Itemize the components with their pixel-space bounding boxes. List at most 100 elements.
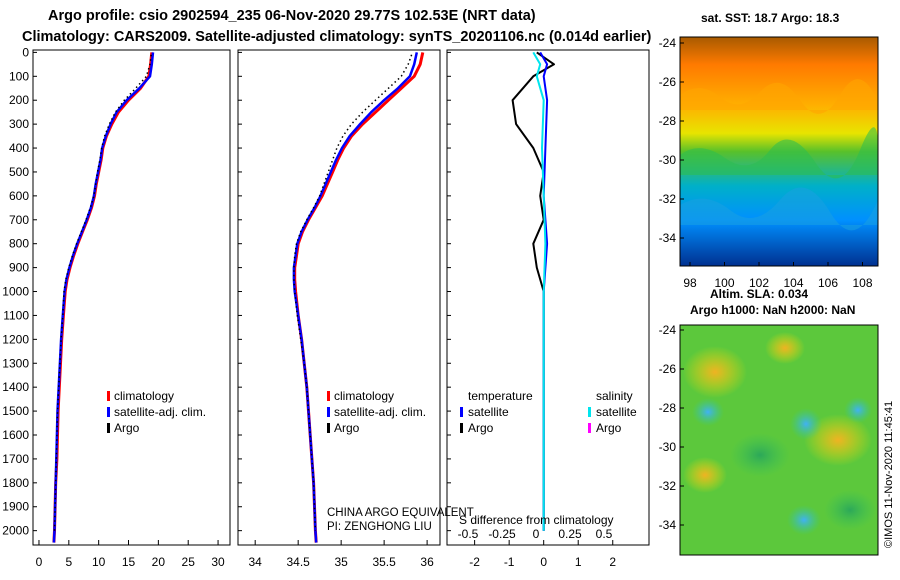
sst-mottle — [680, 79, 878, 114]
sla-lat-label: -26 — [659, 362, 677, 376]
legend-heading-salinity: salinity — [596, 389, 633, 403]
x-tick-label: 35 — [334, 555, 348, 569]
legend-swatch-climatology — [107, 391, 110, 401]
series-satellite-salinity — [532, 51, 547, 531]
sla-lat-label: -30 — [659, 440, 677, 454]
sst-map — [679, 36, 879, 267]
salinity-legend: climatology satellite-adj. clim. Argo — [327, 389, 426, 435]
sst-frame — [679, 36, 879, 267]
series-argo-temperature — [511, 51, 555, 531]
salinity-series — [292, 52, 425, 543]
s-diff-tick-label: -0.25 — [488, 527, 516, 541]
imos-watermark: ©IMOS 11-Nov-2020 11:45:41 — [883, 401, 895, 548]
depth-tick-label: 800 — [9, 237, 29, 251]
depth-tick-label: 900 — [9, 261, 29, 275]
depth-tick-label: 200 — [9, 93, 29, 107]
depth-tick-label: 600 — [9, 189, 29, 203]
legend-swatch-satellite — [107, 407, 110, 417]
legend-label-sal-satellite: satellite — [596, 405, 637, 419]
title-line-2: Climatology: CARS2009. Satellite-adjuste… — [22, 29, 652, 45]
salinity-panel-frame — [237, 49, 441, 546]
legend-heading-temperature: temperature — [468, 389, 533, 403]
depth-tick-label: 1600 — [2, 428, 29, 442]
depth-tick-label: 2000 — [2, 524, 29, 538]
depth-tick-label: 1400 — [2, 380, 29, 394]
sst-lon-label: 106 — [818, 276, 838, 290]
x-tick-label: 30 — [211, 555, 225, 569]
sst-lat-label: -34 — [659, 231, 677, 245]
sla-lat-label: -32 — [659, 479, 677, 493]
sla-anomaly — [692, 398, 724, 426]
sst-mottle — [680, 127, 879, 179]
x-tick-label: -1 — [504, 555, 515, 569]
legend-label-satellite: satellite-adj. clim. — [334, 405, 426, 419]
legend-swatch-temp-satellite — [460, 407, 463, 417]
legend-label-satellite: satellite-adj. clim. — [114, 405, 206, 419]
sla-anomaly — [844, 397, 872, 423]
depth-tick-label: 1800 — [2, 476, 29, 490]
x-tick-label: 34 — [249, 555, 263, 569]
legend-swatch-argo — [107, 423, 110, 433]
series-satellite-adj-clim- — [52, 52, 155, 543]
depth-tick-label: 500 — [9, 165, 29, 179]
sst-lon-label: 102 — [749, 276, 769, 290]
s-difference-ticks: -0.5 -0.25 0 0.25 0.5 — [458, 527, 613, 541]
s-diff-tick-label: 0.25 — [558, 527, 582, 541]
sla-anomaly — [787, 505, 821, 535]
x-tick-label: 0 — [540, 555, 547, 569]
depth-tick-label: 1900 — [2, 500, 29, 514]
s-difference-label: S difference from climatology — [459, 513, 614, 527]
depth-tick-label: 300 — [9, 117, 29, 131]
sla-anomaly — [824, 490, 876, 530]
depth-axis: 0 100 200 300 400 500 600 700 800 900 1000 1100 1200… — [2, 45, 451, 538]
x-tick-label: 0 — [36, 555, 43, 569]
x-tick-label: 25 — [182, 555, 196, 569]
sst-lat-label: -32 — [659, 192, 677, 206]
depth-tick-label: 1700 — [2, 452, 29, 466]
sst-lat-label: -26 — [659, 75, 677, 89]
difference-series — [511, 51, 555, 531]
depth-tick-label: 1200 — [2, 332, 29, 346]
temperature-panel-frame — [32, 49, 231, 546]
x-tick-label: 10 — [92, 555, 106, 569]
sst-lon-label: 98 — [683, 276, 697, 290]
credit-line-1: CHINA ARGO EQUIVALENT — [327, 507, 474, 519]
legend-label-argo: Argo — [114, 421, 140, 435]
x-tick-label: 15 — [122, 555, 136, 569]
difference-legend: temperature satellite Argo salinity sate… — [460, 389, 637, 435]
series-argo — [293, 54, 413, 531]
x-tick-label: -2 — [469, 555, 480, 569]
legend-swatch-sal-satellite — [588, 407, 591, 417]
sst-lat-label: -24 — [659, 36, 677, 50]
sst-map-title: sat. SST: 18.7 Argo: 18.3 — [701, 11, 840, 25]
difference-ticks: -2 -1 0 1 2 — [469, 540, 616, 569]
sst-lon-label: 108 — [852, 276, 872, 290]
series-satellite-adj-clim- — [292, 52, 419, 543]
sla-lat-label: -24 — [659, 323, 677, 337]
depth-tick-label: 1300 — [2, 356, 29, 370]
temperature-ticks: 0 5 10 15 20 25 30 — [36, 540, 225, 569]
x-tick-label: 1 — [575, 555, 582, 569]
series-argo — [53, 54, 152, 531]
legend-label-temp-argo: Argo — [468, 421, 494, 435]
x-tick-label: 5 — [65, 555, 72, 569]
sla-anomaly — [765, 332, 805, 364]
difference-panel-frame — [446, 49, 650, 546]
sst-mottle — [680, 187, 878, 231]
sla-anomaly — [790, 408, 822, 440]
sla-ticks: -24 -26 -28 -30 -32 -34 — [659, 323, 684, 532]
temperature-legend: climatology satellite-adj. clim. Argo — [107, 389, 206, 435]
legend-label-argo: Argo — [334, 421, 360, 435]
credit-line-2: PI: ZENGHONG LIU — [327, 521, 432, 533]
legend-swatch-argo — [327, 423, 330, 433]
depth-tick-label: 700 — [9, 213, 29, 227]
sla-anomaly — [683, 457, 727, 493]
legend-label-climatology: climatology — [334, 389, 394, 403]
s-diff-tick-label: -0.5 — [458, 527, 479, 541]
depth-tick-label: 0 — [22, 45, 29, 59]
depth-tick-label: 1500 — [2, 404, 29, 418]
s-diff-tick-label: 0.5 — [596, 527, 613, 541]
sla-map-title-2: Argo h1000: NaN h2000: NaN — [690, 303, 855, 317]
series-climatology — [52, 52, 154, 543]
